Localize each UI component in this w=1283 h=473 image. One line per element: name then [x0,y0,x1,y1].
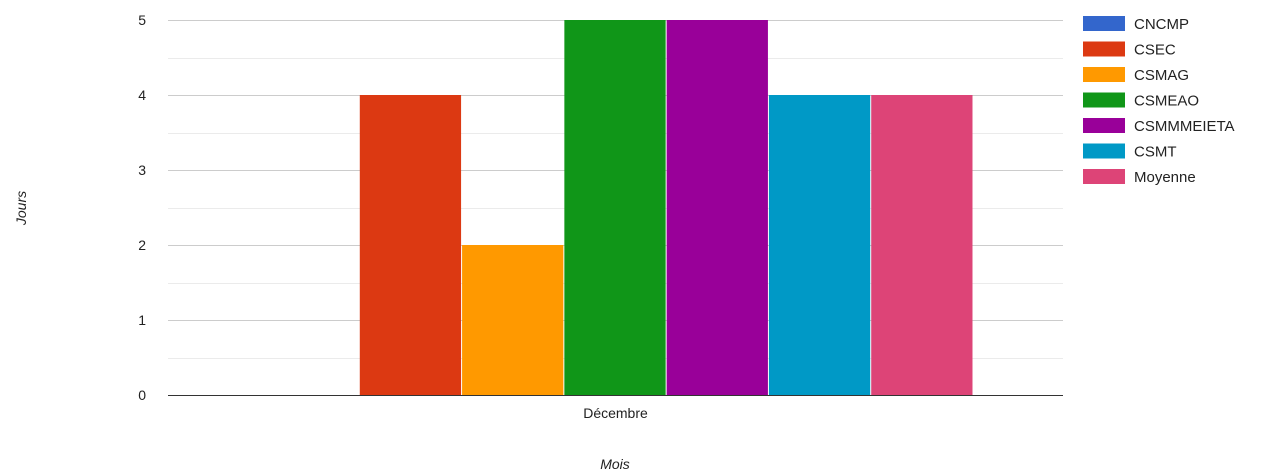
y-tick-label: 2 [138,237,146,253]
y-tick-label: 5 [138,12,146,28]
legend: CNCMP CSEC CSMAG CSMEAO CSMMMEIETA CSMT Moyenn… [1083,16,1235,186]
legend-item: CSMEAO [1083,92,1199,110]
legend-item: CSEC [1083,41,1176,59]
bar-csmmmeieta [666,20,768,395]
bar-csmeao [564,20,666,395]
legend-label: Moyenne [1134,169,1196,186]
legend-swatch [1083,67,1125,82]
legend-swatch [1083,118,1125,133]
bar-csmag [462,245,564,395]
legend-swatch [1083,169,1125,184]
legend-item: CNCMP [1083,16,1189,33]
bar-csec [359,95,462,395]
x-axis-tick-labels: Décembre [583,405,648,421]
legend-swatch [1083,16,1125,31]
legend-swatch [1083,41,1125,57]
legend-swatch [1083,143,1125,159]
bar-moyenne [871,95,973,395]
x-tick-label: Décembre [583,405,648,421]
x-axis-title: Mois [600,456,630,472]
y-tick-label: 0 [138,387,146,403]
legend-label: CSMT [1134,144,1177,161]
legend-label: CSMEAO [1134,93,1199,110]
bars [359,20,973,395]
legend-item: Moyenne [1083,169,1196,186]
y-tick-label: 1 [138,312,146,328]
legend-item: CSMAG [1083,67,1189,84]
y-axis-title: Jours [13,191,29,226]
legend-swatch [1083,92,1125,108]
legend-label: CNCMP [1134,16,1189,33]
y-axis-tick-labels: 0 1 2 3 4 5 [138,12,146,403]
legend-item: CSMT [1083,143,1177,161]
y-tick-label: 3 [138,162,146,178]
y-tick-label: 4 [138,87,146,103]
legend-label: CSMAG [1134,67,1189,84]
bar-csmt [768,95,871,395]
legend-item: CSMMMEIETA [1083,118,1235,135]
legend-label: CSMMMEIETA [1134,118,1235,135]
legend-label: CSEC [1134,42,1176,59]
